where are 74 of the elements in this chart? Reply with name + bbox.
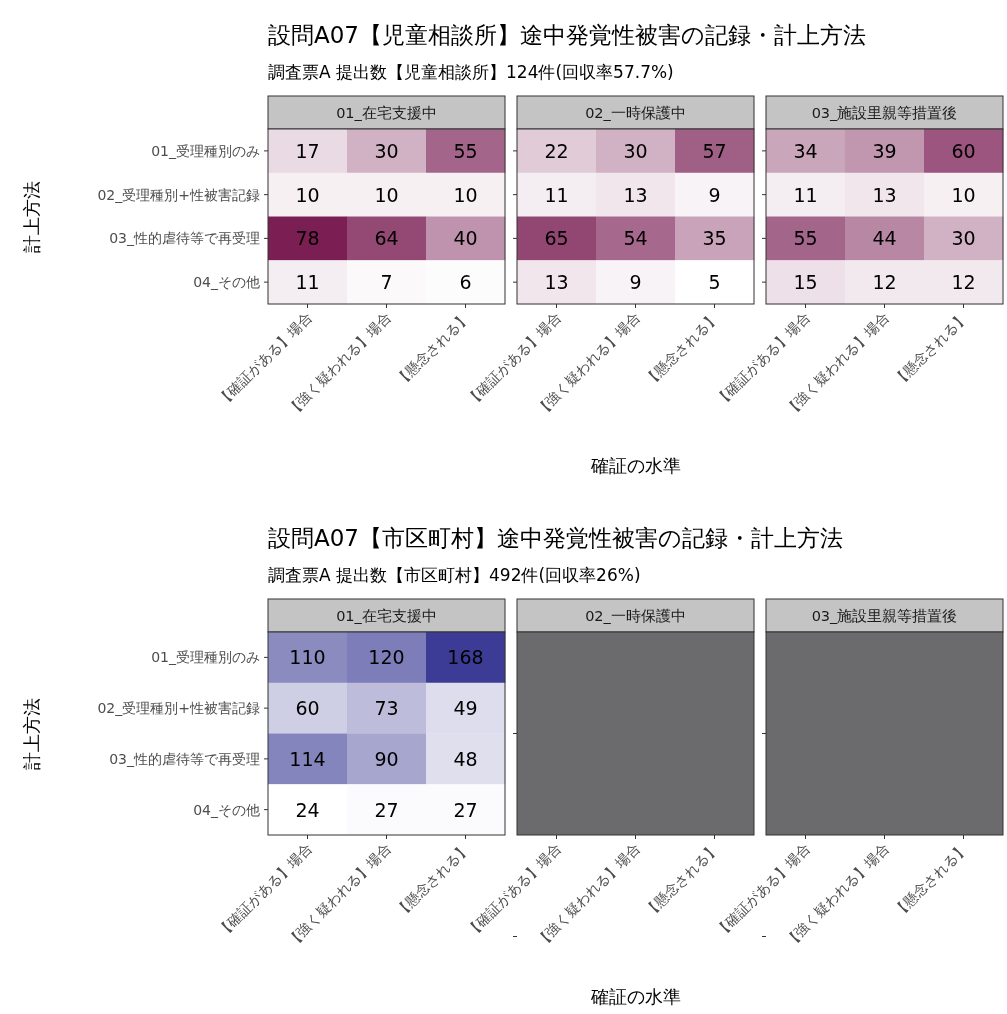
data-label: 35 xyxy=(702,227,727,250)
data-label: 12 xyxy=(872,271,897,294)
y-tick-label: 02_受理種別+性被害記録 xyxy=(97,186,260,203)
data-label: 24 xyxy=(295,798,320,821)
text: 調査票A 提出数【児童相談所】124件(回収率57.7%) xyxy=(268,62,674,82)
data-label: 10 xyxy=(951,183,976,206)
y-tick-label: 01_受理種別のみ xyxy=(151,649,260,666)
data-label: 168 xyxy=(447,646,484,669)
data-label: 110 xyxy=(289,646,326,669)
data-label: 10 xyxy=(295,183,320,206)
y-tick-label: 03_性的虐待等で再受理 xyxy=(109,230,260,247)
data-label: 57 xyxy=(702,139,727,162)
data-label: 15 xyxy=(793,271,818,294)
data-label: 40 xyxy=(453,227,478,250)
data-label: 27 xyxy=(374,798,399,821)
data-label: 17 xyxy=(295,139,320,162)
text: 設問A07【市区町村】途中発覚性被害の記録・計上方法 xyxy=(268,525,844,551)
x-tick-label: 【懸念される】 xyxy=(392,308,473,390)
data-label: 60 xyxy=(951,139,976,162)
data-label: 65 xyxy=(544,227,569,250)
chart-title: 01_在宅支援中 xyxy=(336,607,437,624)
data-label: 55 xyxy=(453,139,478,162)
text: 03_施設里親等措置後 xyxy=(811,607,958,624)
data-label: 30 xyxy=(374,139,399,162)
data-label: 90 xyxy=(374,747,399,770)
data-label: 48 xyxy=(453,747,478,770)
data-label: 11 xyxy=(793,183,818,206)
y-axis-title: 計上方法 xyxy=(21,180,42,253)
data-label: 13 xyxy=(623,183,648,206)
data-label: 5 xyxy=(708,271,721,294)
data-label: 34 xyxy=(793,139,818,162)
x-tick-label: 【懸念される】 xyxy=(392,839,473,921)
data-label: 30 xyxy=(951,227,976,250)
data-label: 22 xyxy=(544,139,569,162)
data-label: 13 xyxy=(872,183,897,206)
data-label: 11 xyxy=(295,271,320,294)
chart-title: 02_一時保護中 xyxy=(585,104,686,121)
x-tick-label: 【懸念される】 xyxy=(641,308,722,390)
y-tick-label: 01_受理種別のみ xyxy=(151,142,260,159)
y-tick-label: 04_その他 xyxy=(193,801,260,818)
text: 確証の水準 xyxy=(589,986,681,1007)
data-label: 114 xyxy=(289,747,326,770)
data-label: 10 xyxy=(453,183,478,206)
data-label: 64 xyxy=(374,227,399,250)
text: 設問A07【児童相談所】途中発覚性被害の記録・計上方法 xyxy=(268,22,867,48)
y-tick-label: 02_受理種別+性被害記録 xyxy=(97,700,260,717)
data-label: 6 xyxy=(459,271,472,294)
y-axis-title: 計上方法 xyxy=(21,697,42,770)
data-label: 54 xyxy=(623,227,648,250)
data-label: 27 xyxy=(453,798,478,821)
data-label: 9 xyxy=(708,183,721,206)
data-label: 13 xyxy=(544,271,569,294)
data-label: 44 xyxy=(872,227,897,250)
data-label: 49 xyxy=(453,697,478,720)
data-label: 39 xyxy=(872,139,897,162)
x-tick-label: 【懸念される】 xyxy=(890,308,971,390)
data-label: 55 xyxy=(793,227,818,250)
data-label: 60 xyxy=(295,697,320,720)
data-label: 73 xyxy=(374,697,399,720)
text: 調査票A 提出数【市区町村】492件(回収率26%) xyxy=(268,565,641,585)
data-label: 10 xyxy=(374,183,399,206)
data-label: 11 xyxy=(544,183,569,206)
data-label: 30 xyxy=(623,139,648,162)
y-tick-label: 03_性的虐待等で再受理 xyxy=(109,750,260,767)
text: 02_一時保護中 xyxy=(585,607,686,624)
data-label: 78 xyxy=(295,227,320,250)
data-label: 120 xyxy=(368,646,405,669)
data-label: 7 xyxy=(380,271,393,294)
chart-title: 01_在宅支援中 xyxy=(336,104,437,121)
data-label: 12 xyxy=(951,271,976,294)
x-axis-title: 確証の水準 xyxy=(589,455,681,476)
y-tick-label: 04_その他 xyxy=(193,274,260,291)
data-label: 9 xyxy=(629,271,642,294)
chart-title: 03_施設里親等措置後 xyxy=(811,104,958,121)
